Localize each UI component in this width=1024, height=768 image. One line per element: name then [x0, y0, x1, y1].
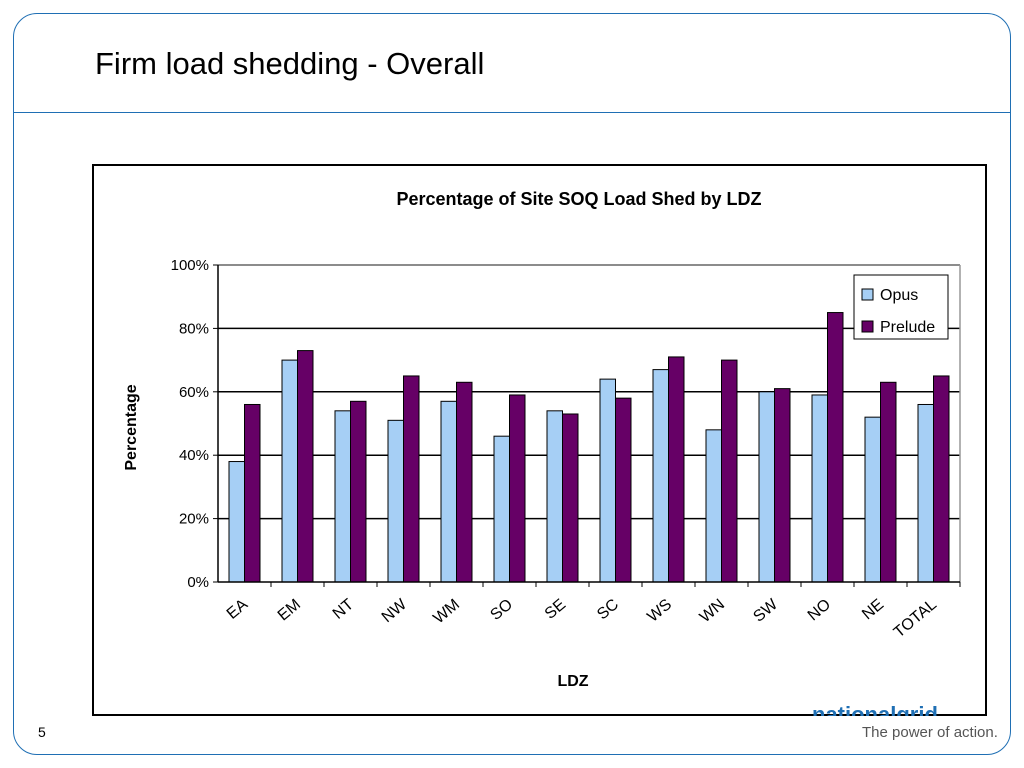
x-tick-label: EM	[275, 596, 304, 624]
x-tick-label: SC	[594, 596, 622, 623]
x-tick-label: SO	[487, 596, 516, 624]
bar-prelude-wn	[721, 359, 738, 583]
bar-opus-total	[917, 403, 934, 583]
x-tick-label: WS	[644, 596, 675, 626]
x-tick-label: EA	[224, 596, 252, 623]
bar-opus-ne	[864, 416, 881, 583]
y-tick-label: 20%	[179, 511, 209, 528]
bar-chart: Percentage of Site SOQ Load Shed by LDZ 0…	[123, 189, 961, 690]
bar-prelude-nt	[350, 400, 367, 583]
bar-prelude-ne	[880, 381, 897, 583]
x-tick-label: TOTAL	[891, 596, 940, 641]
bar-opus-ws	[652, 369, 669, 583]
bar-prelude-no	[827, 312, 844, 583]
bar-opus-wm	[440, 400, 457, 583]
bar-prelude-sw	[774, 388, 791, 583]
slide-title: Firm load shedding - Overall	[95, 46, 485, 81]
bar-prelude-sc	[615, 397, 632, 583]
bar-opus-em	[281, 359, 298, 583]
page-number: 5	[38, 724, 46, 740]
x-tick-label: NO	[805, 596, 834, 624]
x-tick-label: SW	[750, 595, 781, 625]
title-divider	[13, 112, 1011, 113]
x-tick-label: WN	[697, 596, 728, 626]
bar-opus-no	[811, 394, 828, 583]
chart-title: Percentage of Site SOQ Load Shed by LDZ	[396, 189, 761, 209]
x-axis-label: LDZ	[557, 673, 588, 690]
tagline: The power of action.	[862, 724, 998, 741]
y-axis-label: Percentage	[123, 384, 140, 470]
bar-opus-so	[493, 435, 510, 583]
x-tick-label: WM	[430, 596, 463, 627]
x-tick-label: NW	[379, 595, 411, 626]
y-tick-label: 100%	[171, 257, 209, 274]
y-tick-label: 40%	[179, 447, 209, 464]
bar-opus-ea	[228, 461, 245, 583]
x-tick-label: SE	[542, 596, 569, 623]
bar-prelude-wm	[456, 381, 473, 583]
bar-opus-sw	[758, 391, 775, 583]
y-tick-label: 0%	[187, 574, 209, 591]
legend-label-prelude: Prelude	[880, 319, 935, 336]
x-tick-label: NE	[859, 596, 887, 623]
bar-opus-wn	[705, 429, 722, 583]
bar-prelude-se	[562, 413, 579, 583]
chart-container: Percentage of Site SOQ Load Shed by LDZ 0…	[92, 164, 987, 716]
bar-prelude-em	[297, 350, 314, 583]
bar-opus-se	[546, 410, 563, 583]
x-tick-label: NT	[330, 596, 357, 623]
bar-opus-nt	[334, 410, 351, 583]
bar-prelude-nw	[403, 375, 420, 583]
legend-swatch-prelude	[861, 320, 874, 333]
bar-prelude-ea	[244, 403, 261, 583]
slide-frame	[13, 13, 1011, 755]
legend-label-opus: Opus	[880, 287, 918, 304]
bar-opus-nw	[387, 419, 404, 583]
bar-prelude-ws	[668, 356, 685, 583]
company-logo: nationalgrid	[812, 702, 938, 716]
y-tick-label: 60%	[179, 384, 209, 401]
bar-prelude-total	[933, 375, 950, 583]
y-tick-label: 80%	[179, 320, 209, 337]
bar-prelude-so	[509, 394, 526, 583]
bar-opus-sc	[599, 378, 616, 583]
legend-swatch-opus	[861, 288, 874, 301]
